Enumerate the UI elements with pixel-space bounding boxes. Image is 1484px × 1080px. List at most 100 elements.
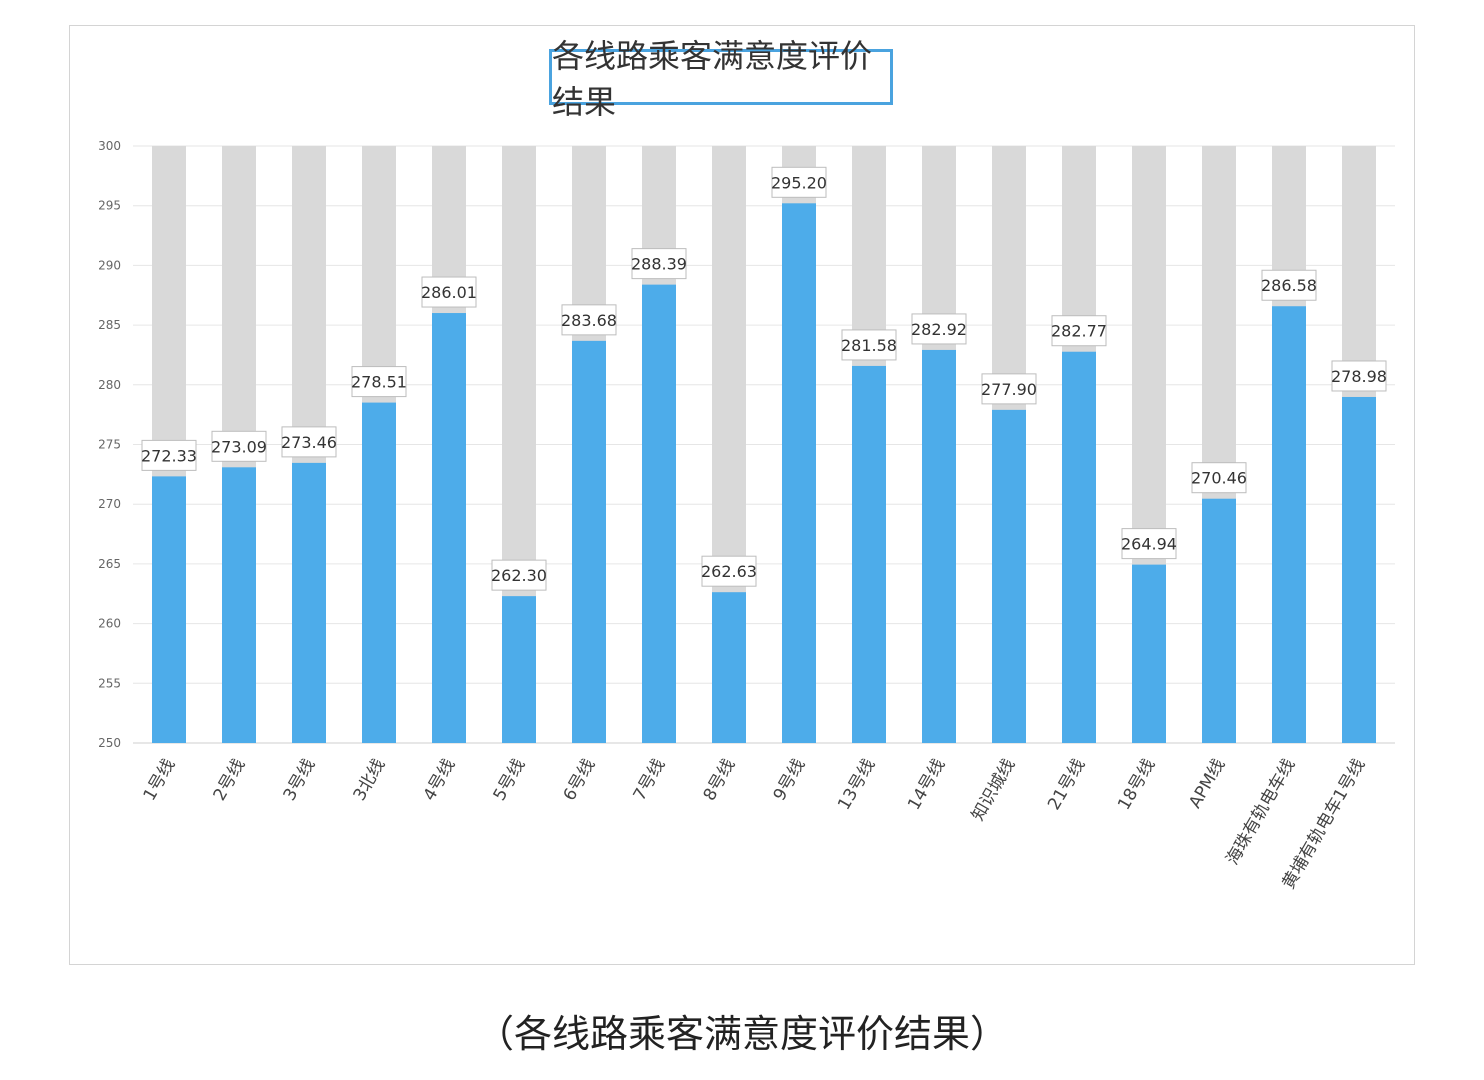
bar xyxy=(362,402,396,743)
data-label-box xyxy=(701,555,757,587)
bar xyxy=(572,340,606,743)
data-label-text: 295.20 xyxy=(771,173,827,192)
x-axis-labels: 1号线 2号线 3号线 3北线 4号线 5号线 6号线 7号线 8号线 9号线 13号线 14号线 知识… xyxy=(140,756,1370,893)
y-tick-label: 260 xyxy=(98,617,121,631)
y-tick-label: 295 xyxy=(98,199,121,213)
data-label-text: 288.39 xyxy=(631,255,687,274)
y-tick-label: 280 xyxy=(98,378,121,392)
data-label-text: 286.58 xyxy=(1261,276,1317,295)
x-category-label: 海珠有轨电车线 xyxy=(1223,756,1300,869)
data-label-text: 277.90 xyxy=(981,380,1037,399)
data-label-text: 278.98 xyxy=(1331,367,1387,386)
data-label-box xyxy=(211,430,267,462)
x-category-label: 8号线 xyxy=(700,756,740,805)
data-label: 273.46 xyxy=(281,426,337,458)
data-label-box xyxy=(491,559,547,591)
data-label: 264.94 xyxy=(1121,528,1177,560)
data-label-text: 282.92 xyxy=(911,320,967,339)
y-tick-label: 275 xyxy=(98,438,121,452)
x-category-label: 9号线 xyxy=(770,756,810,805)
data-label: 262.30 xyxy=(491,559,547,591)
bar xyxy=(222,467,256,743)
data-label-box xyxy=(771,166,827,198)
x-category-label: 5号线 xyxy=(490,756,530,805)
x-category-label: 13号线 xyxy=(834,756,879,814)
x-category-label: 21号线 xyxy=(1044,756,1089,814)
bar xyxy=(152,476,186,743)
data-label-box xyxy=(631,248,687,280)
x-category-label: 1号线 xyxy=(140,756,180,805)
y-tick-label: 255 xyxy=(98,676,121,690)
data-label: 278.51 xyxy=(351,366,407,398)
y-tick-label: 290 xyxy=(98,258,121,272)
data-label-box xyxy=(1191,462,1247,494)
data-label-box xyxy=(841,329,897,361)
bar xyxy=(292,462,326,743)
data-label: 283.68 xyxy=(561,304,617,336)
bar xyxy=(782,203,816,743)
x-category-label: 知识城线 xyxy=(968,756,1019,825)
data-label-box xyxy=(421,276,477,308)
data-label-box xyxy=(1121,528,1177,560)
data-label-box xyxy=(981,373,1037,405)
data-label-text: 283.68 xyxy=(561,311,617,330)
data-label: 286.01 xyxy=(421,276,477,308)
bar xyxy=(1132,564,1166,743)
chart-title: 各线路乘客满意度评价结果 xyxy=(549,37,893,121)
data-label-text: 264.94 xyxy=(1121,535,1177,554)
y-tick-label: 285 xyxy=(98,318,121,332)
y-axis-ticks: 250 255 260 265 270 275 280 285 290 295 300 xyxy=(98,139,121,750)
data-label-box xyxy=(911,313,967,345)
x-category-label: 6号线 xyxy=(560,756,600,805)
bar xyxy=(1342,396,1376,743)
data-label-box xyxy=(141,439,197,471)
data-label-box xyxy=(1261,269,1317,301)
bar xyxy=(992,409,1026,743)
data-label-text: 273.46 xyxy=(281,433,337,452)
data-label-box xyxy=(1331,360,1387,392)
data-label: 295.20 xyxy=(771,166,827,198)
x-category-label: 3北线 xyxy=(350,756,390,805)
data-label-box xyxy=(351,366,407,398)
data-label: 272.33 xyxy=(141,439,197,471)
data-label-text: 273.09 xyxy=(211,437,267,456)
data-label: 273.09 xyxy=(211,430,267,462)
data-label-box xyxy=(281,426,337,458)
bar xyxy=(1272,306,1306,743)
data-label-text: 272.33 xyxy=(141,446,197,465)
y-tick-label: 265 xyxy=(98,557,121,571)
data-bars xyxy=(152,203,1376,743)
bar xyxy=(852,365,886,743)
data-label-text: 286.01 xyxy=(421,283,477,302)
data-labels: 272.33 273.09 273.46 278.51 286.01 262.30 283.… xyxy=(141,166,1387,591)
bar xyxy=(642,284,676,743)
x-category-label: APM线 xyxy=(1185,756,1229,812)
x-category-label: 18号线 xyxy=(1114,756,1159,814)
data-label-box xyxy=(561,304,617,336)
bar xyxy=(432,313,466,743)
bar xyxy=(712,592,746,743)
data-label-text: 270.46 xyxy=(1191,469,1247,488)
bar xyxy=(1062,351,1096,743)
bar xyxy=(922,349,956,743)
data-label: 262.63 xyxy=(701,555,757,587)
bar xyxy=(502,596,536,743)
data-label-text: 262.30 xyxy=(491,566,547,585)
data-label: 282.92 xyxy=(911,313,967,345)
y-tick-label: 270 xyxy=(98,497,121,511)
figure-caption: （各线路乘客满意度评价结果） xyxy=(475,1012,1008,1056)
data-label-box xyxy=(1051,315,1107,347)
data-label: 288.39 xyxy=(631,248,687,280)
x-category-label: 14号线 xyxy=(904,756,949,814)
data-label: 281.58 xyxy=(841,329,897,361)
x-category-label: 2号线 xyxy=(210,756,250,805)
data-label-text: 281.58 xyxy=(841,336,897,355)
grid-lines xyxy=(133,145,1395,744)
data-label: 278.98 xyxy=(1331,360,1387,392)
data-label: 286.58 xyxy=(1261,269,1317,301)
data-label-text: 278.51 xyxy=(351,373,407,392)
x-category-label: 4号线 xyxy=(420,756,460,805)
x-category-label: 3号线 xyxy=(280,756,320,805)
data-label-text: 262.63 xyxy=(701,562,757,581)
